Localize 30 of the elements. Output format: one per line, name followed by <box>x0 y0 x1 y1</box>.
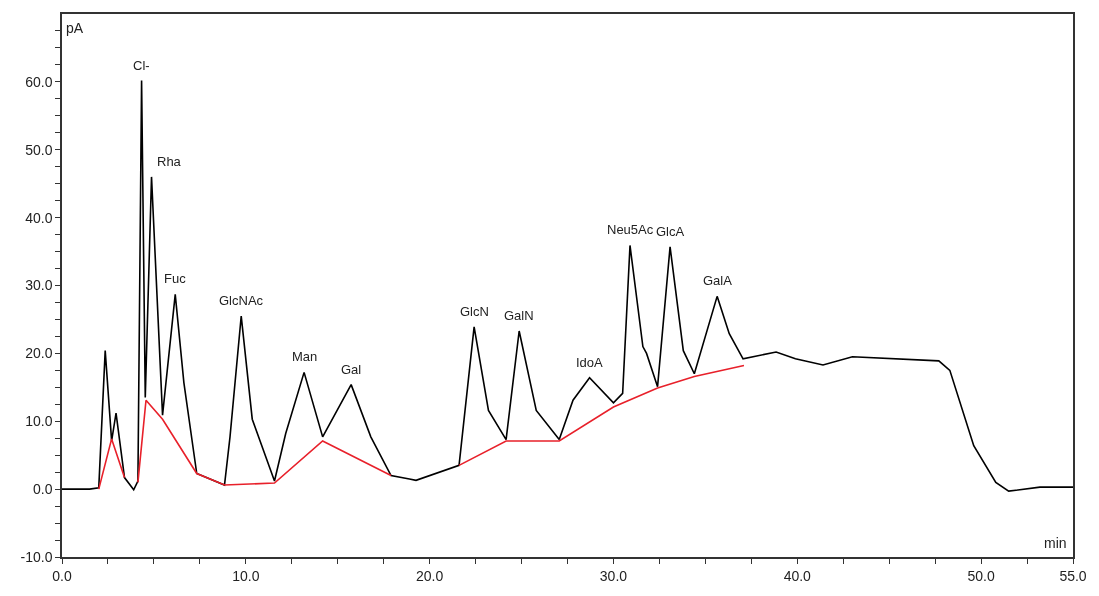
annotation: GlcA <box>656 224 685 239</box>
annotation: Fuc <box>164 271 187 286</box>
x-tick-label: 55.0 <box>1059 567 1087 584</box>
annotation: GalA <box>703 273 733 288</box>
annotation: Rha <box>157 154 182 169</box>
annotation: GlcNAc <box>219 293 264 308</box>
x-tick-label: 30.0 <box>599 567 628 584</box>
x-tick-label: 0.0 <box>52 567 72 584</box>
annotation: IdoA <box>576 355 604 370</box>
x-axis-title: min <box>1044 535 1067 551</box>
annotation: Gal <box>341 362 362 377</box>
line-series <box>62 79 1073 492</box>
annotation: Man <box>292 349 318 364</box>
x-tick-label: 20.0 <box>416 567 444 584</box>
y-axis-title: pA <box>66 20 84 36</box>
x-tick-label: 40.0 <box>783 567 812 584</box>
x-tick-label: 50.0 <box>967 567 995 584</box>
y-tick-label: 60.0 <box>25 73 53 90</box>
annotation: GlcN <box>460 304 489 319</box>
annotation: Cl- <box>133 58 150 73</box>
y-tick-label: 50.0 <box>25 141 53 158</box>
annotation: GalN <box>504 308 534 323</box>
y-tick-label: 30.0 <box>25 277 53 294</box>
y-tick-label: 40.0 <box>25 209 53 226</box>
y-tick-label: 20.0 <box>25 345 53 362</box>
y-tick-label: 0.0 <box>32 481 53 498</box>
x-tick-label: 10.0 <box>232 567 260 584</box>
annotation: Neu5Ac <box>607 222 654 237</box>
y-tick-label: -10.0 <box>20 548 53 565</box>
y-tick-label: 10.0 <box>25 413 53 430</box>
